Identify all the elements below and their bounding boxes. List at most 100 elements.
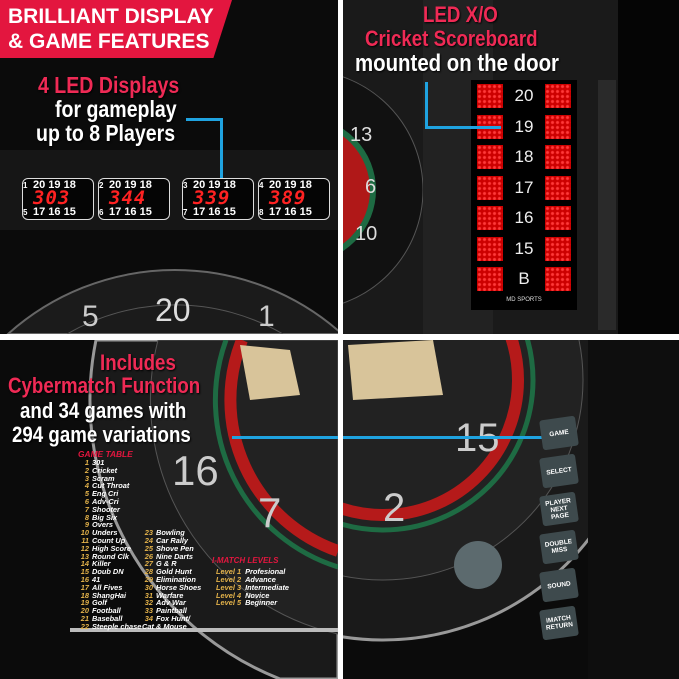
callout-line [232,436,338,439]
game-table-item: 10 Unders [80,528,118,538]
callout-line [343,436,558,439]
led-mark-left [477,267,503,291]
callout-text: up to 8 Players [36,120,176,146]
game-table-item: 18 ShangHai [80,590,127,600]
game-table-item: 16 41 [80,575,101,584]
game-table: GAME TABLE 1 301 2 Cricket 3 Scram 4 Cut Throat… [78,450,318,639]
level-item: Level 1 Profesional [216,567,286,577]
panel-cricket-scoreboard: 13 6 10 20 19 18 17 16 15 B MD SPORTS LE… [343,0,679,334]
callout-title: 4 LED Displays [38,72,180,98]
game-table-item: 12 High Score [80,543,132,553]
led-mark-right [545,206,571,230]
board-number: 20 [155,292,191,328]
game-table-item: 31 Warfare [144,590,184,600]
callout-title: LED X/O [423,2,498,27]
led-display: 2 6 20 19 18 344 17 16 15 [98,178,170,220]
game-table-item: 32 Adv War [144,598,186,608]
led-mark-left [477,145,503,169]
board-number: 5 [82,300,99,333]
led-display: 3 7 20 19 18 339 17 16 15 [182,178,254,220]
panel-game-table: 16 7 Includes Cybermatch Function and 34… [0,340,338,679]
callout-line [220,118,223,190]
scoreboard-number: 18 [514,147,534,166]
game-table-item: 1 301 [84,458,105,467]
board-number: 13 [350,124,373,146]
board-number: 10 [355,223,378,245]
callout-text: and 34 games with [20,398,187,423]
game-table-item: 33 Paintball [144,606,187,616]
game-table-item: 25 Shove Pen [144,543,194,553]
game-table-item: 6 Adv-Cri [84,497,119,506]
callout-line [425,126,501,129]
callout-text: for gameplay [55,96,177,122]
game-table-item: 26 Nine Darts [144,551,193,561]
board-number: 7 [258,489,282,536]
level-item: Level 3 Intermediate [216,582,290,592]
imatch-return-button[interactable]: iMATCH RETURN [539,605,579,641]
callout-text: 294 game variations [12,422,191,447]
panel-led-displays: BRILLIANT DISPLAY & GAME FEATURES 4 LED D… [0,0,338,334]
game-table-item: 5 Eng Cri [84,489,119,499]
double-miss-button[interactable]: DOUBLE MISS [539,529,579,565]
game-table-item: 4 Cut Throat [84,481,130,491]
led-mark-left [477,206,503,230]
game-table-item: 7 Shooter [84,504,120,514]
scoreboard-number: B [518,269,530,288]
select-button[interactable]: SELECT [539,453,579,489]
level-item: Level 4 Novice [216,590,270,600]
game-table-item: 21 Baseball [80,614,123,623]
scoreboard-number: 16 [514,208,534,227]
game-table-item: 2 Cricket [84,465,118,475]
game-table-item: 34 Fox Hunt/ Cat & Mouse [142,614,191,631]
dartboard-image [343,340,679,679]
level-item: Level 5 Beginner [216,598,278,608]
player-next-page-button[interactable]: PLAYER NEXT PAGE [539,491,579,527]
board-number: 16 [172,447,219,494]
scoreboard-number: 20 [514,86,534,105]
scoreboard-number: 15 [514,238,534,258]
game-table-item: 13 Round Clk [80,551,129,561]
led-display-row: 1 5 20 19 18 303 17 16 15 2 6 20 19 18 344 17 16… [22,178,330,220]
game-table-item: 29 Elimination [144,575,196,584]
cricket-scoreboard: 20 19 18 17 16 15 B MD SPORTS [471,80,577,310]
game-table-item: 15 Doub DN [80,567,124,577]
game-table-item: 9 Overs [84,520,113,530]
board-number: 1 [258,300,275,333]
led-mark-left [477,236,503,261]
game-table-item: 3 Scram [84,473,115,483]
led-mark-left [477,175,503,200]
callout-title: Cricket Scoreboard [365,26,538,51]
led-mark-right [545,114,571,139]
game-table-item: 8 Big Six [84,512,118,522]
led-mark-right [545,236,571,261]
game-table-item: 17 All Fives [80,582,123,592]
game-table-title: GAME TABLE [78,449,133,459]
headline-banner: BRILLIANT DISPLAY & GAME FEATURES [0,0,232,58]
game-table-item: 19 Golf [80,598,107,608]
callout-line [186,118,222,121]
callout-title: Cybermatch Function [8,373,201,398]
callout-text: mounted on the door [355,50,559,77]
scoreboard-number: 19 [514,116,534,136]
led-display: 1 5 20 19 18 303 17 16 15 [22,178,94,220]
game-table-item: 27 G & R [144,559,177,569]
callout-title: Includes [100,350,176,375]
led-mark-right [545,175,571,200]
game-table-item: 11 Count Up [81,536,126,545]
levels-title: I-MATCH LEVELS [212,555,279,565]
game-table-item: 30 Horse Shoes [144,582,202,592]
brand-logo: MD SPORTS [506,297,542,303]
dartboard-image [70,340,338,679]
game-table-item: 20 Football [80,606,121,616]
panel-control-buttons: 15 2 GAME SELECT PLAYER NEXT PAGE DOUBLE… [343,340,679,679]
game-table-item: 24 Car Rally [144,536,189,545]
led-mark-right [545,145,571,169]
board-number: 2 [383,486,406,530]
led-display: 4 8 20 19 18 389 17 16 15 [258,178,330,220]
game-button[interactable]: GAME [539,415,579,451]
sound-button[interactable]: SOUND [539,567,579,603]
level-item: Level 2 Advance [216,575,276,584]
scoreboard-number: 17 [514,177,534,197]
led-mark-right [545,267,571,291]
game-table-item: 14 Killer [80,559,111,569]
